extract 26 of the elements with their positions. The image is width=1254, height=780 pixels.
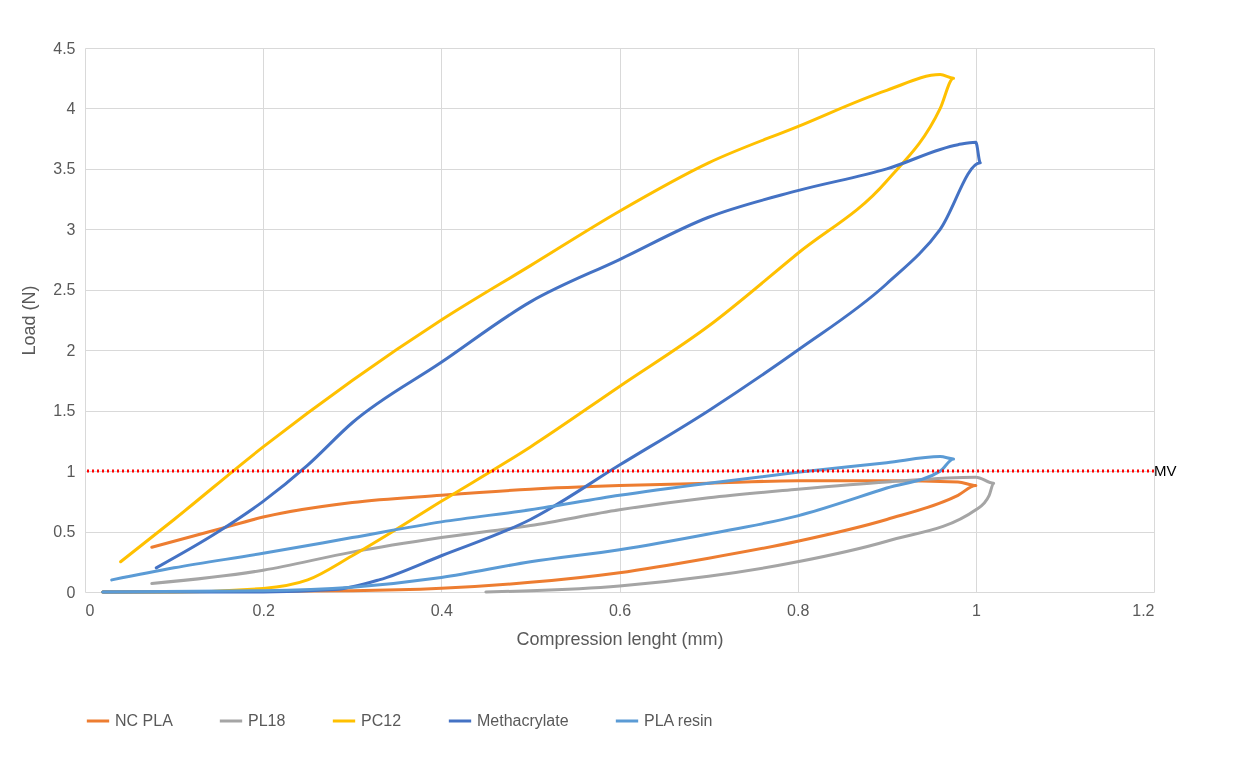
legend-label: Methacrylate xyxy=(477,712,569,729)
y-tick-label: 4 xyxy=(66,99,76,117)
y-tick-label: 2.5 xyxy=(53,281,76,299)
y-tick-label: 3 xyxy=(66,220,76,238)
x-tick-label: 0.6 xyxy=(608,601,632,619)
x-tick-label: 1.2 xyxy=(1132,601,1155,619)
x-axis-title: Compression lenght (mm) xyxy=(516,628,724,649)
x-tick-label: 0 xyxy=(85,601,95,619)
legend-label: NC PLA xyxy=(115,712,174,729)
line-series xyxy=(101,455,956,594)
x-tick-label: 0.2 xyxy=(252,601,275,619)
y-tick-label: 1.5 xyxy=(53,402,76,420)
legend-label: PLA resin xyxy=(644,712,713,729)
y-tick-label: 3.5 xyxy=(53,160,76,178)
legend-label: PL18 xyxy=(248,712,286,729)
y-axis-title: Load (N) xyxy=(19,285,40,356)
legend-label: PC12 xyxy=(361,712,402,729)
y-tick-label: 1 xyxy=(66,462,76,480)
y-tick-label: 0.5 xyxy=(53,523,76,541)
y-tick-label: 0 xyxy=(66,583,76,601)
y-tick-label: 2 xyxy=(66,341,76,359)
x-tick-label: 1 xyxy=(971,601,981,619)
y-tick-label: 4.5 xyxy=(53,39,76,57)
ref-line-label: MV xyxy=(1154,462,1177,480)
x-tick-label: 0.4 xyxy=(430,601,454,619)
x-tick-label: 0.8 xyxy=(787,601,810,619)
